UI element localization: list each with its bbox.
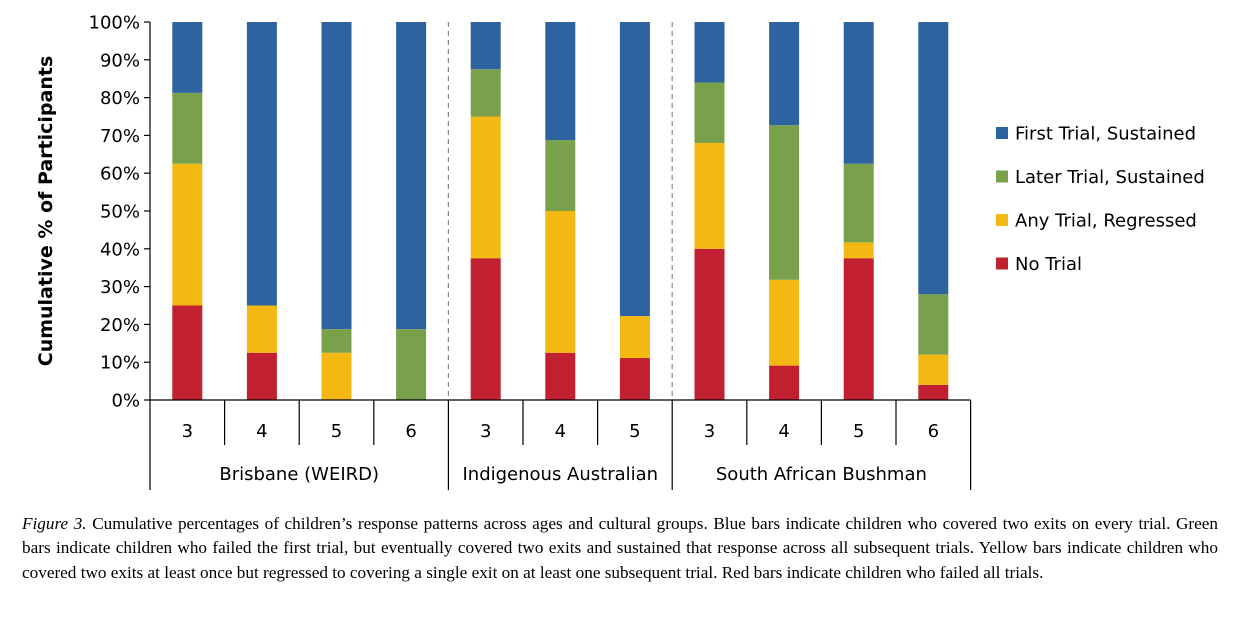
bar-segment bbox=[470, 69, 501, 117]
bar-segment bbox=[321, 22, 352, 330]
x-axis: 3 4 5 6 3 4 5 3 4 5 6 Brisbane (WEIRD) Indigenous Au… bbox=[149, 399, 972, 490]
age-label: 5 bbox=[331, 421, 342, 442]
bar-segment bbox=[172, 92, 203, 164]
y-tick-label: 90% bbox=[100, 50, 140, 71]
bar-segment bbox=[470, 258, 501, 400]
bar-segment bbox=[321, 352, 352, 400]
legend-swatch bbox=[996, 170, 1008, 183]
bar-segment bbox=[545, 352, 576, 400]
y-tick-label: 70% bbox=[100, 126, 140, 147]
y-tick-label: 100% bbox=[89, 13, 140, 34]
legend-label: Any Trial, Regressed bbox=[1015, 211, 1197, 232]
bar-segment bbox=[769, 125, 800, 280]
bar-segment bbox=[694, 22, 725, 83]
bar-segment bbox=[545, 140, 576, 211]
bar-segment bbox=[918, 354, 949, 385]
y-tick-label: 50% bbox=[100, 202, 140, 223]
bar-segment bbox=[396, 22, 427, 330]
legend-label: Later Trial, Sustained bbox=[1015, 167, 1205, 188]
bar-segment bbox=[694, 82, 725, 143]
group-label: South African Bushman bbox=[716, 464, 927, 485]
bar-segment bbox=[619, 358, 650, 400]
age-label: 5 bbox=[853, 421, 864, 442]
age-label: 5 bbox=[629, 421, 640, 442]
bar-segment bbox=[619, 22, 650, 317]
bar-segment bbox=[396, 329, 427, 400]
bar-segment bbox=[843, 22, 874, 164]
age-label: 3 bbox=[480, 421, 491, 442]
age-label: 3 bbox=[182, 421, 193, 442]
group-label: Indigenous Australian bbox=[462, 464, 658, 485]
age-label: 6 bbox=[928, 421, 939, 442]
bar-segment bbox=[470, 22, 501, 70]
bar-segment bbox=[918, 294, 949, 355]
y-tick-label: 10% bbox=[100, 353, 140, 374]
category-axis-lines bbox=[447, 22, 673, 400]
bar-segment bbox=[246, 305, 277, 353]
legend: First Trial, Sustained Later Trial, Susta… bbox=[996, 124, 1205, 275]
bar-segment bbox=[843, 242, 874, 259]
legend-swatch bbox=[996, 127, 1008, 139]
y-tick-label: 40% bbox=[100, 239, 140, 260]
y-axis: 0% 10% 20% 30% 40% 50% 60% 70% 80% 90% 100% bbox=[89, 13, 151, 412]
y-tick-label: 60% bbox=[100, 164, 140, 185]
bar-segment bbox=[172, 305, 203, 400]
y-tick-label: 30% bbox=[100, 277, 140, 298]
legend-swatch bbox=[996, 214, 1008, 226]
bar-segment bbox=[246, 22, 277, 306]
bar-segment bbox=[769, 279, 800, 366]
bar-segment bbox=[321, 329, 352, 353]
bar-segment bbox=[694, 248, 725, 400]
bar-segment bbox=[843, 163, 874, 243]
bar-segment bbox=[545, 211, 576, 353]
age-label: 3 bbox=[704, 421, 715, 442]
age-label: 4 bbox=[555, 421, 566, 442]
y-tick-label: 0% bbox=[111, 391, 140, 412]
bar-segment bbox=[545, 22, 576, 141]
bar-segment bbox=[918, 22, 949, 295]
figure-caption: Figure 3. Cumulative percentages of chil… bbox=[22, 512, 1218, 585]
y-tick-label: 80% bbox=[100, 88, 140, 109]
bar-segment bbox=[470, 116, 501, 259]
bar-segment bbox=[769, 22, 800, 126]
bar-segment bbox=[172, 22, 203, 93]
age-label: 6 bbox=[405, 421, 416, 442]
legend-swatch bbox=[996, 257, 1008, 270]
bar-segment bbox=[769, 365, 800, 400]
bars bbox=[172, 22, 949, 400]
stacked-bar-chart: Cumulative % of Participants 0%10%20%30%… bbox=[35, 13, 1205, 490]
y-axis-label: Cumulative % of Participants bbox=[35, 56, 57, 367]
y-tick-label: 20% bbox=[100, 315, 140, 336]
bar-segment bbox=[246, 352, 277, 400]
bar-segment bbox=[172, 163, 203, 306]
group-label: Brisbane (WEIRD) bbox=[219, 464, 379, 485]
caption-text: Cumulative percentages of children’s res… bbox=[22, 514, 1218, 582]
legend-label: No Trial bbox=[1015, 254, 1082, 275]
bar-segment bbox=[694, 142, 725, 249]
bar-segment bbox=[619, 316, 650, 359]
caption-label: Figure 3. bbox=[22, 514, 87, 533]
age-label: 4 bbox=[256, 421, 267, 442]
bar-segment bbox=[918, 384, 949, 400]
bar-segment bbox=[843, 258, 874, 400]
age-label: 4 bbox=[778, 421, 789, 442]
legend-label: First Trial, Sustained bbox=[1015, 124, 1196, 145]
